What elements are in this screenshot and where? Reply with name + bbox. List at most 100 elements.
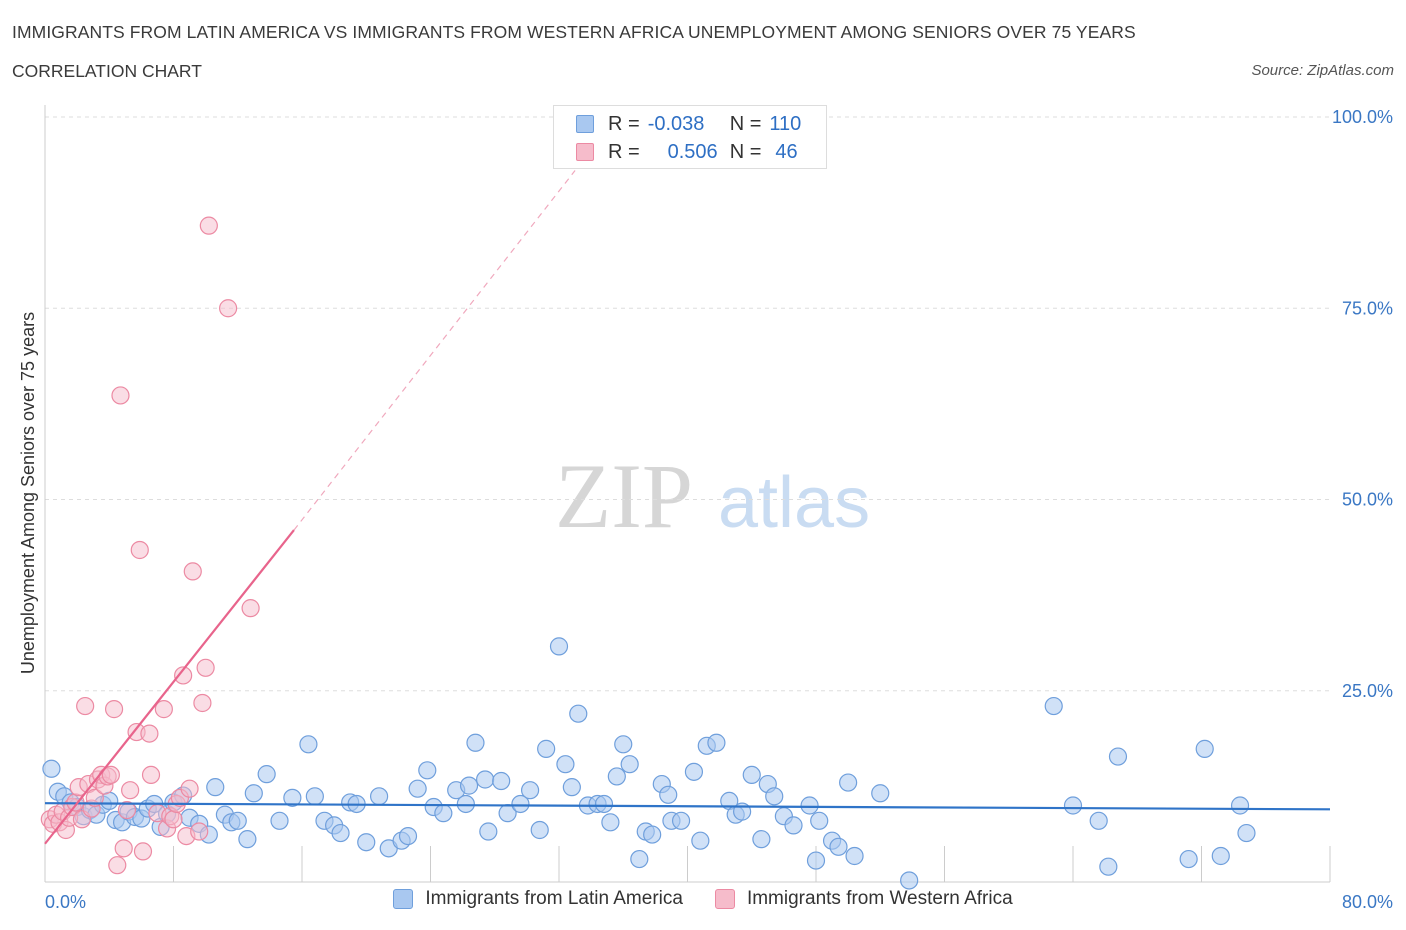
data-point-western-africa (111, 386, 130, 405)
data-point-western-africa (199, 216, 218, 235)
data-point-latin-america (1108, 747, 1128, 766)
data-point-latin-america (800, 796, 819, 815)
data-point-latin-america (476, 770, 495, 789)
data-point-western-africa (85, 788, 104, 807)
data-point-latin-america (456, 794, 475, 814)
data-point-western-africa (154, 700, 173, 719)
data-point-latin-america (752, 830, 771, 849)
data-point-western-africa (121, 781, 140, 800)
data-point-latin-america (357, 833, 376, 852)
legend-item-western-africa[interactable]: Immigrants from Western Africa (714, 888, 1013, 910)
data-point-latin-america (244, 784, 263, 803)
legend-label: Immigrants from Latin America (425, 888, 683, 909)
n-label: N = (729, 112, 762, 135)
data-point-western-africa (108, 856, 127, 875)
stats-legend: R = -0.038 N = 110 R = 0.506 N = 46 (553, 105, 827, 169)
data-point-latin-america (569, 704, 588, 723)
data-point-western-africa (101, 765, 120, 785)
data-point-latin-america (1230, 796, 1250, 815)
data-point-western-africa (164, 810, 183, 829)
legend-item-latin-america[interactable]: Immigrants from Latin America (393, 888, 683, 910)
data-point-latin-america (601, 813, 620, 832)
data-point-latin-america (1063, 796, 1083, 815)
data-point-latin-america (1099, 857, 1118, 876)
data-point-latin-america (707, 733, 726, 752)
data-point-western-africa (140, 724, 159, 743)
blue-swatch (393, 889, 414, 909)
data-point-latin-america (1044, 696, 1063, 716)
watermark-zip: ZIP (555, 445, 693, 547)
data-point-western-africa (130, 540, 149, 560)
trend-line-western-africa (44, 529, 295, 845)
data-point-latin-america (331, 823, 350, 843)
x-tick-label: 0.0% (45, 892, 86, 912)
data-point-latin-america (684, 762, 704, 781)
trend-line-latin-america (44, 802, 1331, 811)
chart-subtitle: CORRELATION CHART (12, 61, 202, 81)
data-point-latin-america (466, 733, 485, 752)
series-legend: Immigrants from Latin America Immigrants… (0, 888, 1406, 910)
r-label: R = (608, 140, 640, 163)
y-tick-label: 100.0% (1332, 107, 1393, 127)
data-point-latin-america (742, 765, 761, 785)
series-western-africa (40, 216, 260, 875)
data-point-latin-america (630, 849, 649, 869)
data-point-latin-america (620, 755, 639, 774)
r-value: -0.038 (647, 112, 705, 135)
data-point-latin-america (594, 794, 614, 814)
data-point-latin-america (1237, 823, 1256, 843)
data-point-latin-america (1211, 846, 1230, 866)
n-value: 46 (775, 140, 798, 163)
data-point-latin-america (1195, 739, 1214, 758)
data-point-latin-america (408, 779, 427, 798)
r-value: 0.506 (667, 140, 718, 163)
stats-legend-row-western-africa: R = 0.506 N = 46 (576, 139, 798, 165)
data-point-latin-america (765, 787, 784, 806)
data-point-western-africa (180, 779, 199, 798)
data-point-western-africa (241, 599, 260, 618)
data-point-latin-america (530, 820, 549, 840)
data-point-latin-america (871, 784, 890, 803)
data-point-latin-america (659, 785, 678, 804)
data-point-western-africa (117, 800, 137, 820)
data-point-latin-america (492, 771, 511, 791)
blue-swatch (576, 115, 594, 133)
y-tick-label: 50.0% (1342, 490, 1393, 510)
data-point-western-africa (141, 765, 161, 785)
data-point-latin-america (42, 759, 61, 778)
pink-swatch (576, 143, 594, 161)
r-label: R = (608, 112, 640, 135)
data-point-latin-america (784, 816, 803, 835)
data-point-latin-america (1179, 849, 1198, 869)
x-tick-label: 80.0% (1342, 892, 1393, 912)
data-point-western-africa (76, 696, 95, 716)
data-point-latin-america (370, 787, 389, 806)
data-point-latin-america (479, 822, 498, 841)
n-label: N = (729, 140, 762, 163)
data-point-western-africa (190, 822, 209, 841)
data-point-latin-america (549, 637, 569, 656)
data-point-latin-america (537, 739, 556, 758)
data-point-latin-america (398, 826, 418, 846)
data-point-latin-america (614, 735, 633, 754)
data-point-latin-america (257, 765, 276, 784)
data-point-latin-america (511, 794, 530, 814)
legend-label: Immigrants from Western Africa (746, 888, 1013, 909)
data-point-latin-america (520, 781, 540, 800)
y-tick-label: 75.0% (1342, 298, 1393, 318)
data-point-latin-america (305, 787, 324, 806)
data-point-latin-america (270, 811, 289, 830)
trend-line-extension-western-africa (293, 170, 576, 531)
data-point-latin-america (839, 773, 858, 792)
data-point-western-africa (174, 666, 193, 685)
data-point-latin-america (845, 846, 864, 866)
data-point-western-africa (193, 693, 212, 713)
data-point-latin-america (459, 776, 479, 795)
data-point-latin-america (283, 788, 302, 807)
data-point-latin-america (829, 837, 848, 856)
data-point-western-africa (219, 299, 238, 318)
pink-swatch (714, 889, 735, 909)
data-point-latin-america (299, 735, 318, 754)
y-tick-label: 25.0% (1342, 681, 1393, 701)
